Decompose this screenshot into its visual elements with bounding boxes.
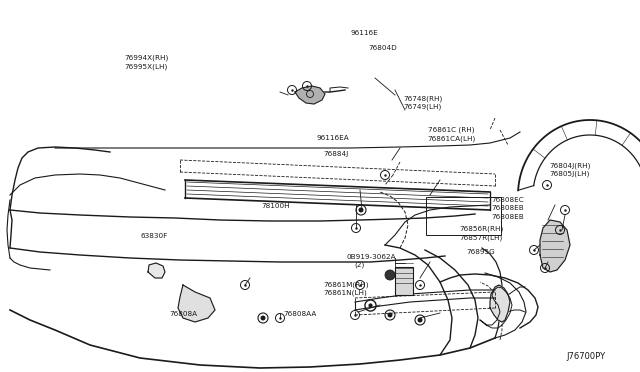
- Text: J76700PY: J76700PY: [566, 352, 605, 361]
- Bar: [426, 197, 501, 235]
- Text: 76808A: 76808A: [169, 311, 197, 317]
- Text: 76895G: 76895G: [466, 249, 495, 255]
- Text: 76861C (RH): 76861C (RH): [428, 127, 474, 134]
- Circle shape: [385, 270, 395, 280]
- Text: 76805J(LH): 76805J(LH): [549, 171, 589, 177]
- Bar: [395, 267, 413, 295]
- Circle shape: [417, 317, 422, 323]
- Text: 76808AA: 76808AA: [284, 311, 317, 317]
- Text: (2): (2): [355, 262, 365, 268]
- Text: 76808EB: 76808EB: [492, 214, 524, 219]
- Text: 76994X(RH): 76994X(RH): [125, 54, 169, 61]
- Circle shape: [387, 312, 392, 317]
- Polygon shape: [148, 263, 165, 278]
- Text: 63830F: 63830F: [141, 233, 168, 239]
- Text: 96116E: 96116E: [351, 31, 378, 36]
- Text: 76804J(RH): 76804J(RH): [549, 162, 591, 169]
- Circle shape: [358, 208, 364, 212]
- Text: 96116EA: 96116EA: [317, 135, 349, 141]
- Text: 76861CA(LH): 76861CA(LH): [428, 135, 476, 142]
- Text: 76995X(LH): 76995X(LH): [125, 64, 168, 70]
- Text: 76857R(LH): 76857R(LH): [460, 234, 503, 241]
- Text: 76861N(LH): 76861N(LH): [323, 290, 367, 296]
- Text: 76856R(RH): 76856R(RH): [460, 225, 504, 232]
- Polygon shape: [490, 285, 510, 322]
- Text: 76808EC: 76808EC: [492, 197, 524, 203]
- Polygon shape: [295, 86, 325, 104]
- Text: 0B919-3062A: 0B919-3062A: [347, 254, 397, 260]
- Polygon shape: [178, 285, 215, 322]
- Text: 76861M(RH): 76861M(RH): [323, 281, 369, 288]
- Text: 76884J: 76884J: [324, 151, 349, 157]
- Text: 76749(LH): 76749(LH): [403, 104, 442, 110]
- Text: 76748(RH): 76748(RH): [403, 95, 442, 102]
- Text: 76804D: 76804D: [368, 45, 397, 51]
- Circle shape: [260, 315, 266, 321]
- Polygon shape: [540, 220, 570, 272]
- Text: 76808EB: 76808EB: [492, 205, 524, 211]
- Text: 78100H: 78100H: [261, 203, 290, 209]
